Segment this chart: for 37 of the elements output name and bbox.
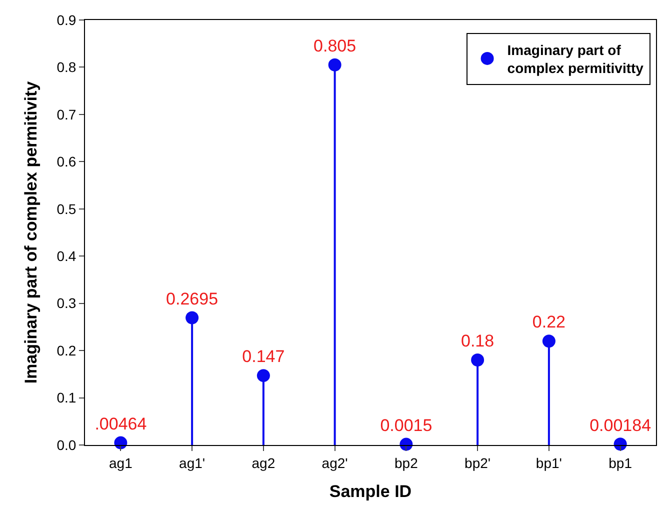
point — [400, 438, 413, 451]
x-tick-label: ag2' — [322, 454, 348, 471]
x-tick-label: bp1' — [536, 454, 562, 471]
x-axis-title: Sample ID — [329, 482, 412, 502]
y-tick-label: 0.9 — [56, 12, 76, 28]
x-tick-label: bp2 — [394, 454, 418, 471]
legend-label: Imaginary part of complex permitivitty — [507, 42, 644, 76]
y-tick-label: 0.7 — [56, 106, 76, 122]
point — [542, 334, 556, 348]
y-tick-label: 0.5 — [56, 200, 76, 217]
point — [614, 438, 627, 451]
x-tick-label: bp1 — [608, 454, 632, 471]
point — [114, 436, 128, 450]
data-label: 0.147 — [242, 347, 285, 366]
data-label: 0.22 — [532, 312, 566, 332]
y-tick-label: 0.6 — [56, 154, 76, 170]
point — [186, 311, 199, 324]
x-tick-label: ag2 — [252, 454, 276, 471]
y-axis-title: Imaginary part of complex permitivity — [21, 80, 40, 384]
y-tick-label: 0.2 — [56, 342, 76, 358]
point — [328, 58, 342, 72]
data-label: .00464 — [94, 414, 147, 434]
data-label: 0.0015 — [380, 416, 432, 435]
x-tick-label: ag1' — [179, 454, 206, 471]
y-tick-label: 0.0 — [56, 436, 76, 453]
data-label: 0.805 — [314, 36, 356, 56]
y-tick-label: 0.1 — [56, 390, 76, 406]
y-tick-label: 0.3 — [56, 295, 76, 312]
x-tick-label: ag1 — [109, 454, 133, 471]
data-label: 0.2695 — [166, 289, 218, 308]
point — [471, 354, 484, 366]
y-tick-label: 0.4 — [56, 248, 76, 264]
data-label: 0.18 — [461, 332, 494, 351]
y-tick-label: 0.8 — [56, 59, 76, 76]
data-label: 0.00184 — [590, 416, 652, 435]
point — [256, 369, 270, 382]
x-tick-label: bp2' — [464, 454, 491, 471]
